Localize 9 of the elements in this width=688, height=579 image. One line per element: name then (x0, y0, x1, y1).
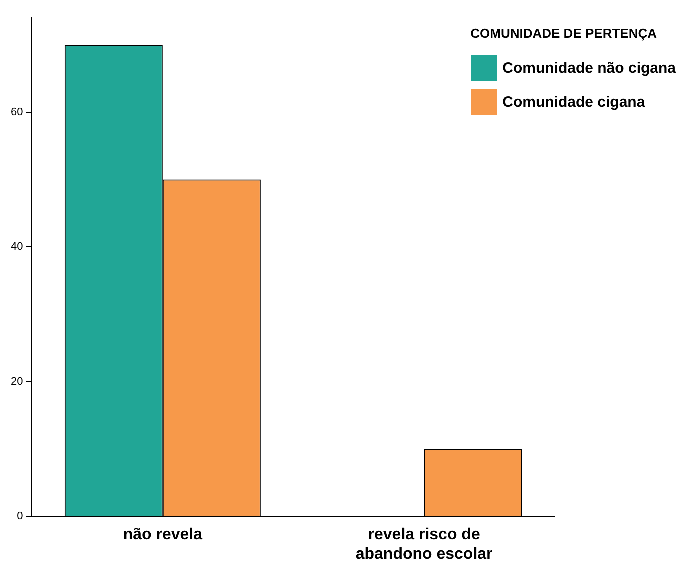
legend-title: COMUNIDADE DE PERTENÇA (470, 26, 658, 41)
legend-label: Comunidade não cigana (502, 60, 676, 76)
y-tick-label: 40 (10, 241, 24, 254)
x-tick-label: revela risco de abandono escolar (356, 526, 493, 563)
y-tick-label: 20 (10, 376, 24, 388)
y-tick-label: 60 (10, 106, 24, 118)
y-tick-label: 0 (17, 510, 24, 523)
x-tick-label: não revela (123, 526, 203, 544)
legend-label: Comunidade cigana (502, 94, 646, 110)
